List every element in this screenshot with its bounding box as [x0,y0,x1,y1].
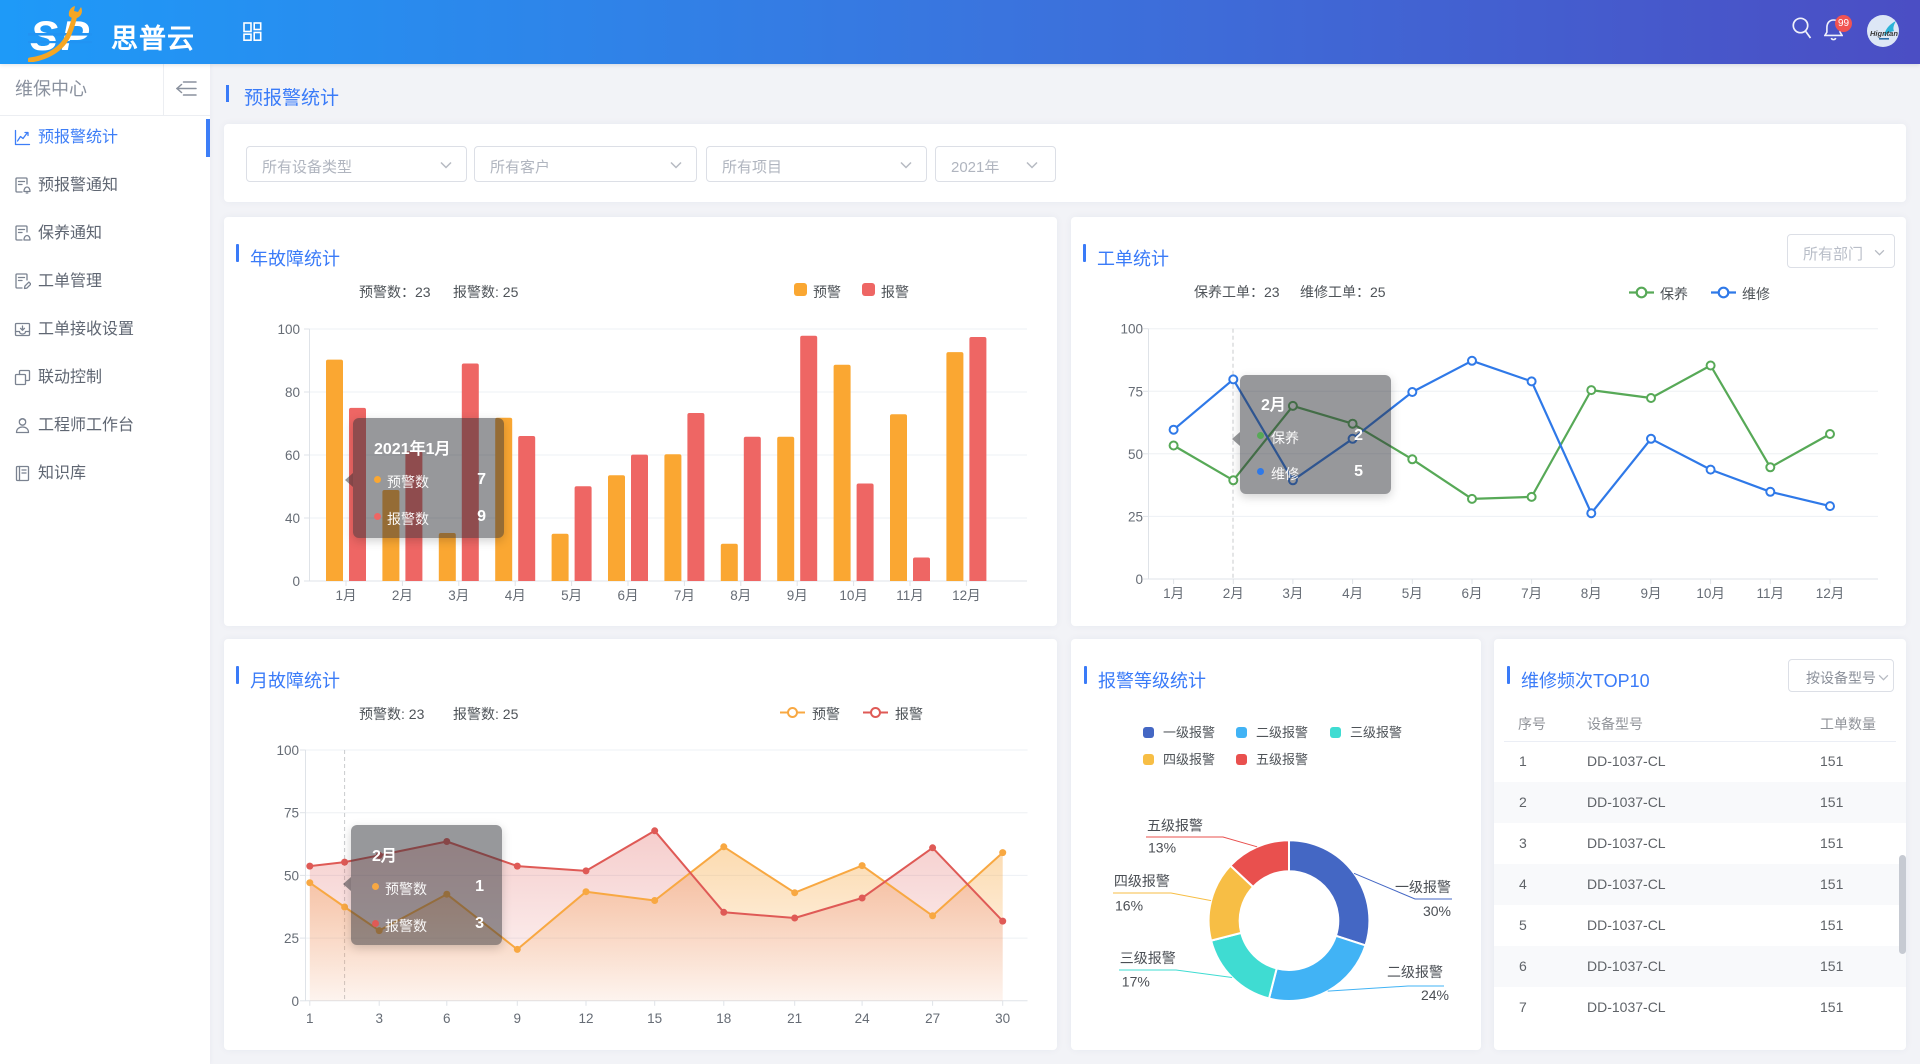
svg-text:Higntan: Higntan [1870,29,1898,38]
svg-text:100: 100 [277,322,300,337]
svg-text:21: 21 [787,1011,802,1026]
svg-text:2月: 2月 [1223,586,1244,601]
svg-text:24: 24 [855,1011,871,1026]
svg-text:75: 75 [284,806,299,821]
svg-text:5月: 5月 [1402,586,1423,601]
svg-text:100: 100 [276,743,299,758]
svg-text:8月: 8月 [730,588,751,603]
svg-text:16%: 16% [1115,898,1143,914]
svg-text:3月: 3月 [1282,586,1303,601]
svg-text:11月: 11月 [1757,586,1785,601]
svg-text:18: 18 [716,1011,731,1026]
svg-text:9月: 9月 [1640,586,1661,601]
svg-text:11月: 11月 [896,588,924,603]
svg-text:0: 0 [292,574,300,589]
svg-text:17%: 17% [1122,973,1150,989]
svg-text:五级报警: 五级报警 [1147,817,1203,833]
svg-text:6月: 6月 [1461,586,1482,601]
svg-text:1月: 1月 [1163,586,1184,601]
svg-text:60: 60 [285,448,300,463]
svg-text:50: 50 [284,868,299,883]
svg-text:100: 100 [1120,322,1143,337]
svg-text:0: 0 [1135,572,1143,587]
svg-text:25: 25 [1128,509,1143,524]
svg-text:7月: 7月 [674,588,695,603]
svg-text:30%: 30% [1423,903,1451,919]
svg-text:二级报警: 二级报警 [1387,964,1443,980]
svg-text:75: 75 [1128,384,1143,399]
svg-text:4月: 4月 [505,588,526,603]
svg-text:三级报警: 三级报警 [1120,950,1176,966]
svg-text:0: 0 [291,994,299,1009]
svg-text:12: 12 [578,1011,593,1026]
svg-text:1月: 1月 [335,588,356,603]
svg-text:一级报警: 一级报警 [1395,879,1451,895]
svg-text:80: 80 [285,385,300,400]
svg-text:8月: 8月 [1581,586,1602,601]
svg-text:二级报警: 二级报警 [1256,725,1308,740]
svg-text:3月: 3月 [448,588,469,603]
svg-text:9月: 9月 [787,588,808,603]
svg-text:27: 27 [925,1011,940,1026]
svg-text:四级报警: 四级报警 [1163,752,1215,767]
svg-text:24%: 24% [1421,987,1449,1003]
svg-text:五级报警: 五级报警 [1256,752,1308,767]
svg-text:7月: 7月 [1521,586,1542,601]
svg-text:9: 9 [514,1011,522,1026]
svg-text:13%: 13% [1148,839,1176,855]
svg-text:40: 40 [285,511,300,526]
svg-text:一级报警: 一级报警 [1163,725,1215,740]
svg-text:50: 50 [1128,447,1143,462]
svg-text:5月: 5月 [561,588,582,603]
svg-text:12月: 12月 [1816,586,1845,601]
svg-text:4月: 4月 [1342,586,1363,601]
svg-text:15: 15 [647,1011,662,1026]
svg-text:10月: 10月 [839,588,868,603]
svg-text:25: 25 [284,931,299,946]
svg-text:30: 30 [995,1011,1010,1026]
svg-text:6: 6 [443,1011,451,1026]
svg-text:2月: 2月 [392,588,413,603]
svg-text:6月: 6月 [617,588,638,603]
svg-text:四级报警: 四级报警 [1114,873,1170,889]
svg-text:3: 3 [375,1011,383,1026]
svg-text:12月: 12月 [952,588,981,603]
svg-text:1: 1 [306,1011,314,1026]
svg-text:三级报警: 三级报警 [1350,725,1402,740]
svg-text:10月: 10月 [1696,586,1725,601]
